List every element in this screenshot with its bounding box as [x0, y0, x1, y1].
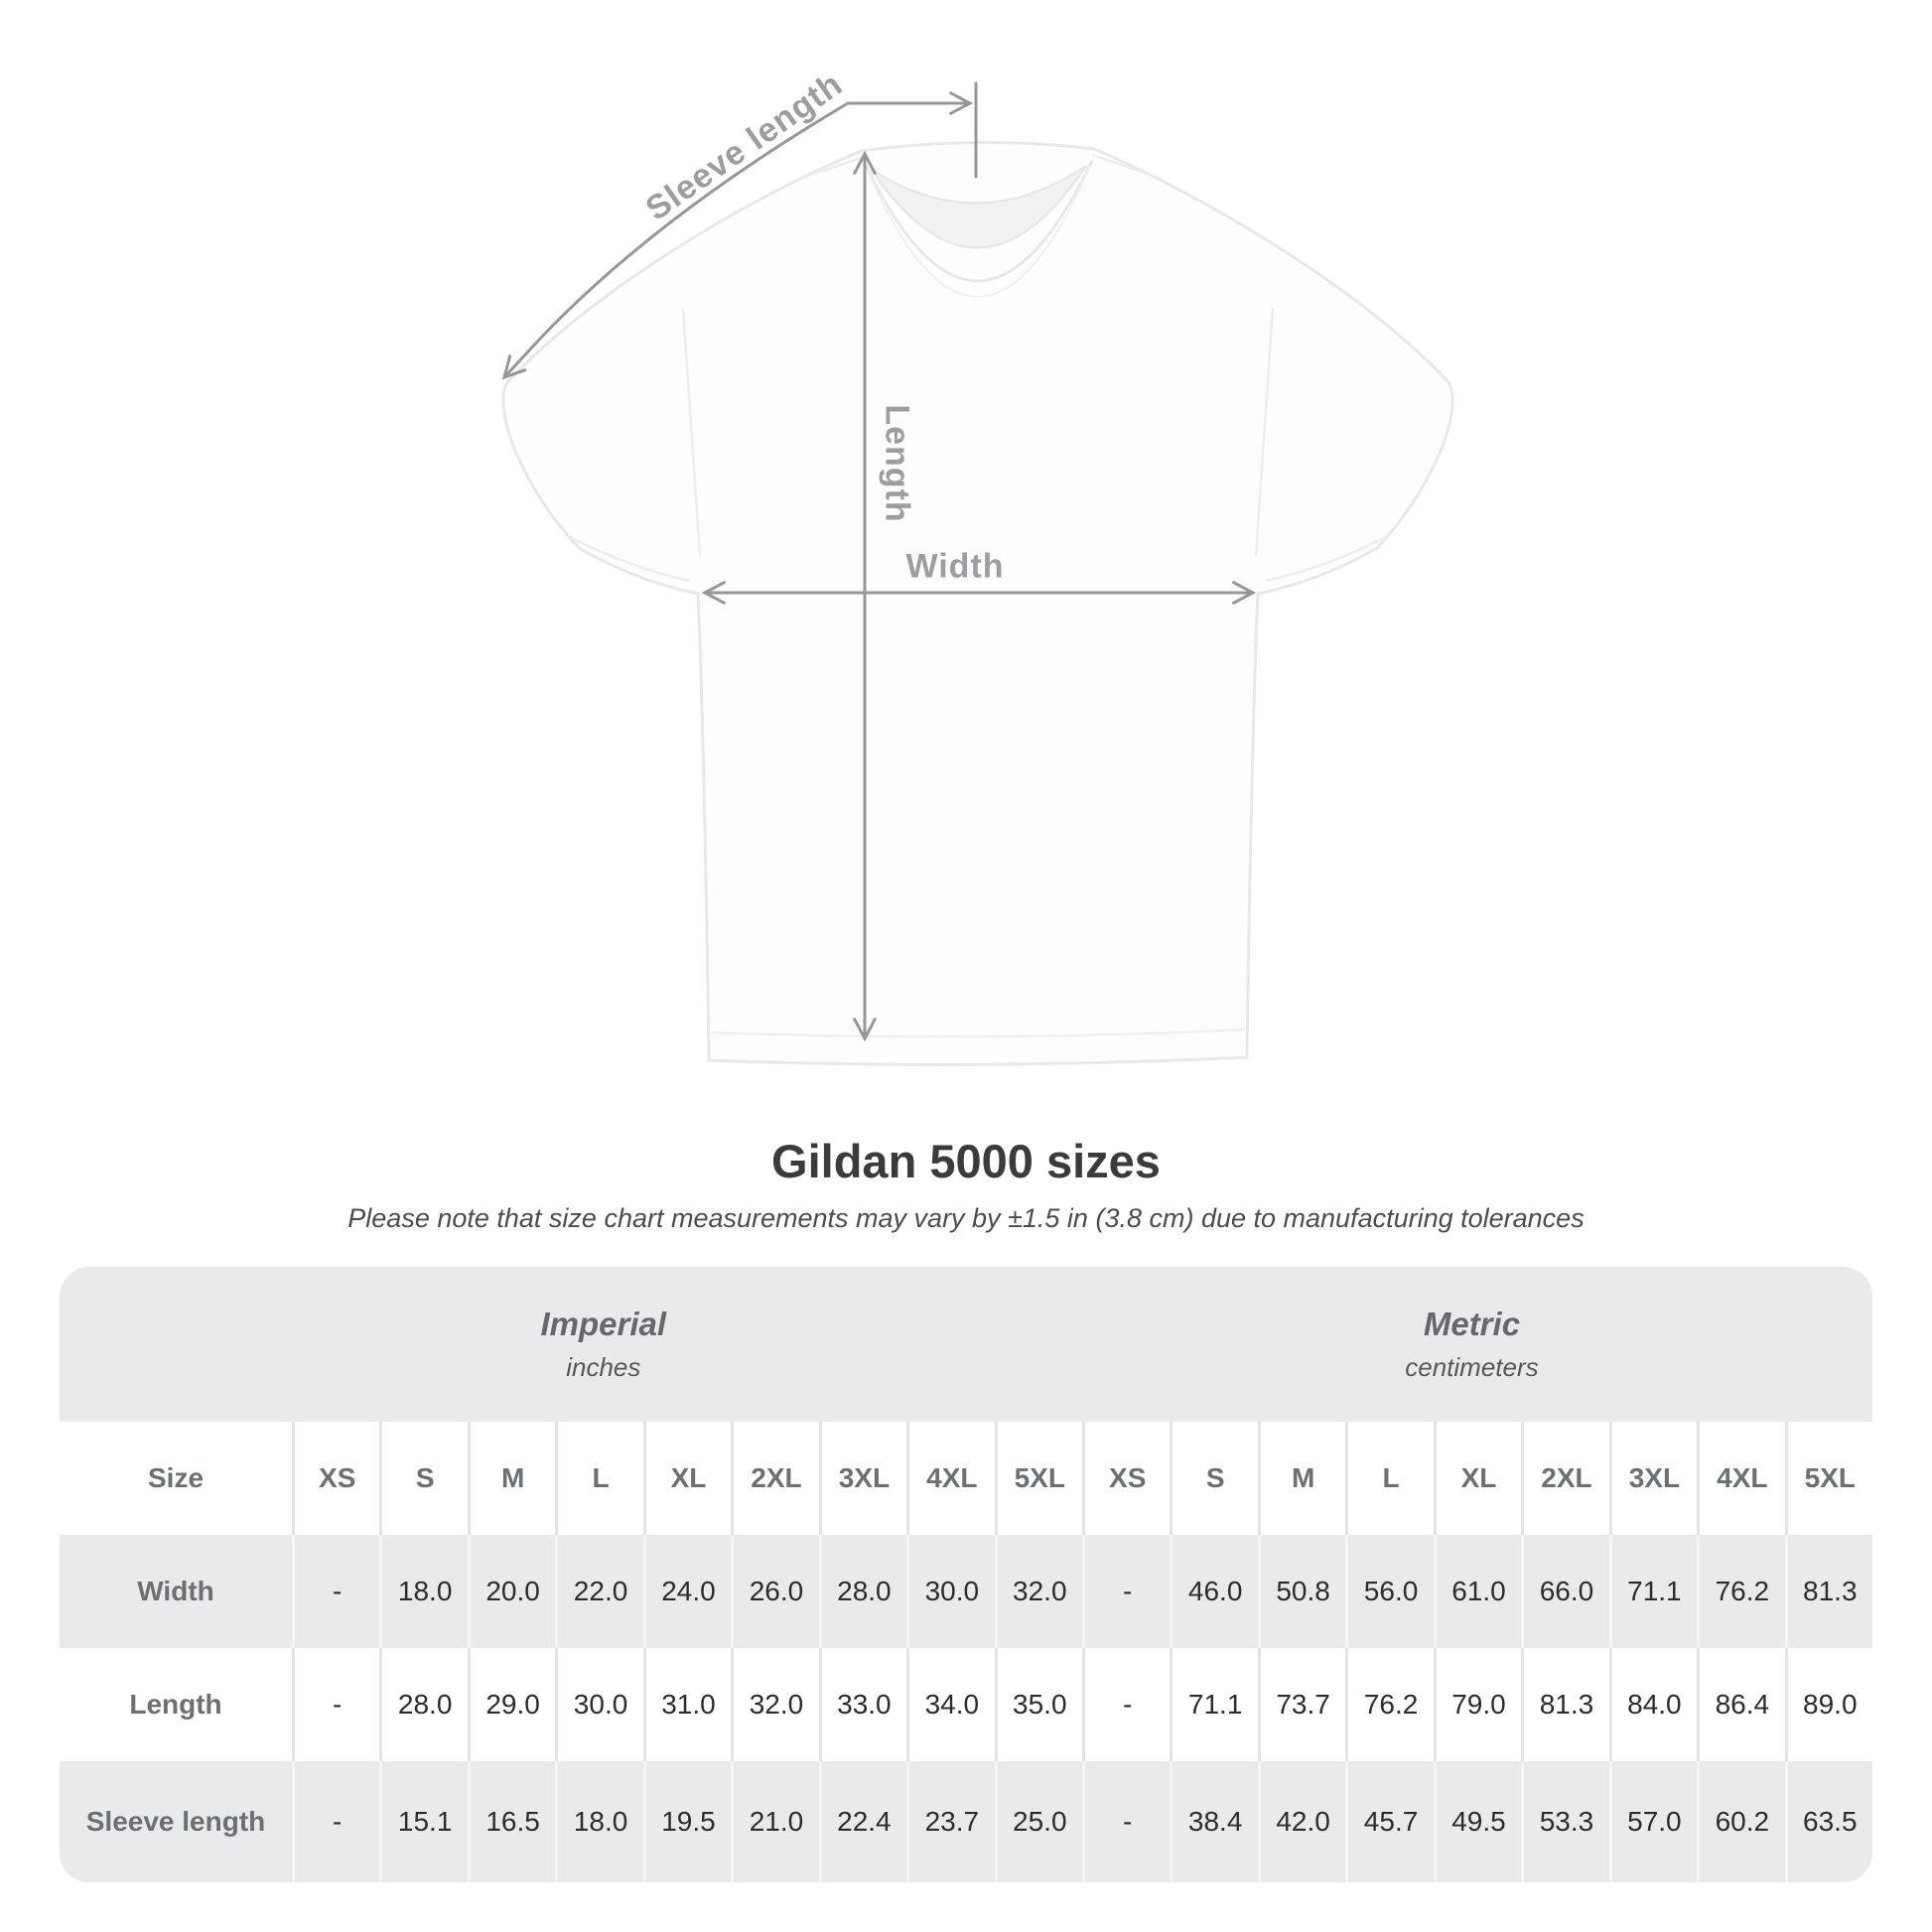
metric-label: Metric	[1423, 1306, 1521, 1342]
width-arrow	[701, 581, 1257, 605]
column-header: 3XL	[1608, 1422, 1697, 1535]
cell: 71.1	[1608, 1535, 1697, 1648]
length-label: Length	[878, 404, 916, 523]
cell: 56.0	[1345, 1535, 1433, 1648]
cell: 26.0	[731, 1535, 818, 1648]
cell: 61.0	[1433, 1535, 1521, 1648]
cell: -	[292, 1761, 379, 1882]
cell: -	[292, 1535, 379, 1648]
cell: 81.3	[1521, 1648, 1608, 1761]
cell: 32.0	[994, 1535, 1082, 1648]
cell: 84.0	[1608, 1648, 1697, 1761]
metric-unit: centimeters	[1405, 1352, 1539, 1382]
size-corner-label: Size	[147, 1462, 205, 1493]
cell: 23.7	[906, 1761, 994, 1882]
cell: 24.0	[642, 1535, 731, 1648]
imperial-group: Imperial inches	[541, 1306, 667, 1383]
size-table-body: Size XS S M L XL 2XL 3XL 4XL 5XL XS S M L XL 2XL 3XL 4XL 5…	[60, 1422, 1872, 1882]
cell: 81.3	[1784, 1535, 1872, 1648]
column-header: 4XL	[906, 1422, 994, 1535]
row-label: Sleeve length	[85, 1806, 266, 1837]
imperial-unit: inches	[566, 1352, 641, 1382]
width-label: Width	[905, 547, 1005, 586]
column-header: M	[467, 1422, 555, 1535]
cell: 42.0	[1257, 1761, 1345, 1882]
cell: 20.0	[467, 1535, 555, 1648]
cell: 76.2	[1697, 1535, 1784, 1648]
cell: 63.5	[1784, 1761, 1872, 1882]
cell: 71.1	[1170, 1648, 1257, 1761]
column-header: 4XL	[1697, 1422, 1784, 1535]
cell: 49.5	[1433, 1761, 1521, 1882]
cell: 19.5	[642, 1761, 731, 1882]
cell: 33.0	[818, 1648, 906, 1761]
cell: 25.0	[994, 1761, 1082, 1882]
column-header: 2XL	[731, 1422, 818, 1535]
row-label: Width	[137, 1576, 214, 1606]
cell: 32.0	[731, 1648, 818, 1761]
page-subtitle: Please note that size chart measurements…	[347, 1203, 1585, 1233]
cell: 73.7	[1257, 1648, 1345, 1761]
cell: 21.0	[731, 1761, 818, 1882]
cell: 30.0	[555, 1648, 642, 1761]
column-header: L	[1345, 1422, 1433, 1535]
cell: -	[1081, 1535, 1170, 1648]
cell: -	[1081, 1648, 1170, 1761]
tshirt-shape	[501, 140, 1454, 1066]
cell: 57.0	[1608, 1761, 1697, 1882]
size-header-row: Size XS S M L XL 2XL 3XL 4XL 5XL XS S M L XL 2XL 3XL 4XL 5…	[60, 1422, 1872, 1535]
cell: 50.8	[1257, 1535, 1345, 1648]
page-title: Gildan 5000 sizes	[771, 1135, 1161, 1187]
column-header: M	[1257, 1422, 1345, 1535]
cell: 22.0	[555, 1535, 642, 1648]
column-header: 2XL	[1521, 1422, 1608, 1535]
column-header: S	[1170, 1422, 1257, 1535]
tshirt-diagram	[501, 81, 1454, 1066]
cell: 22.4	[818, 1761, 906, 1882]
unit-band: Imperial inches Metric centimeters	[60, 1267, 1872, 1422]
cell: -	[292, 1648, 379, 1761]
cell: 15.1	[379, 1761, 467, 1882]
cell: -	[1081, 1761, 1170, 1882]
cell: 28.0	[818, 1535, 906, 1648]
cell: 60.2	[1697, 1761, 1784, 1882]
cell: 29.0	[467, 1648, 555, 1761]
table-row: Length -28.0 29.0 30.0 31.0 32.0 33.0 34.0 35.0-…	[60, 1648, 1872, 1761]
column-header: XS	[1081, 1422, 1170, 1535]
length-arrow	[853, 150, 877, 1042]
size-table: Imperial inches Metric centimeters Size X…	[60, 1267, 1872, 1882]
cell: 31.0	[642, 1648, 731, 1761]
cell: 46.0	[1170, 1535, 1257, 1648]
column-header: 5XL	[1784, 1422, 1872, 1535]
column-header: XS	[292, 1422, 379, 1535]
cell: 86.4	[1697, 1648, 1784, 1761]
cell: 79.0	[1433, 1648, 1521, 1761]
column-header: 5XL	[994, 1422, 1082, 1535]
row-label: Length	[129, 1689, 222, 1720]
cell: 76.2	[1345, 1648, 1433, 1761]
column-header: XL	[1433, 1422, 1521, 1535]
column-header: XL	[642, 1422, 731, 1535]
cell: 66.0	[1521, 1535, 1608, 1648]
imperial-label: Imperial	[540, 1306, 667, 1342]
cell: 34.0	[906, 1648, 994, 1761]
sleeve-length-arrow	[501, 81, 978, 380]
cell: 45.7	[1345, 1761, 1433, 1882]
cell: 53.3	[1521, 1761, 1608, 1882]
cell: 38.4	[1170, 1761, 1257, 1882]
cell: 18.0	[379, 1535, 467, 1648]
cell: 28.0	[379, 1648, 467, 1761]
column-header: S	[379, 1422, 467, 1535]
cell: 30.0	[906, 1535, 994, 1648]
cell: 18.0	[555, 1761, 642, 1882]
cell: 89.0	[1784, 1648, 1872, 1761]
cell: 35.0	[994, 1648, 1082, 1761]
column-header: L	[555, 1422, 642, 1535]
metric-group: Metric centimeters	[1405, 1306, 1538, 1383]
cell: 16.5	[467, 1761, 555, 1882]
table-row: Width -18.0 20.0 22.0 24.0 26.0 28.0 30.0 32.0-4…	[60, 1535, 1872, 1648]
column-header: 3XL	[818, 1422, 906, 1535]
table-row: Sleeve length -15.1 16.5 18.0 19.5 21.0 22.4 23…	[60, 1761, 1872, 1882]
